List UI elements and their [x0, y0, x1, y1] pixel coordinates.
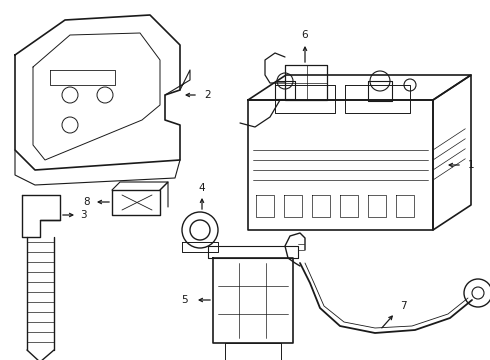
- Text: 3: 3: [80, 210, 87, 220]
- Text: 7: 7: [400, 301, 407, 311]
- Text: 2: 2: [204, 90, 211, 100]
- Text: 6: 6: [302, 30, 308, 40]
- Text: 8: 8: [83, 197, 90, 207]
- Text: 5: 5: [181, 295, 188, 305]
- Text: 4: 4: [198, 183, 205, 193]
- Text: 1: 1: [468, 160, 475, 170]
